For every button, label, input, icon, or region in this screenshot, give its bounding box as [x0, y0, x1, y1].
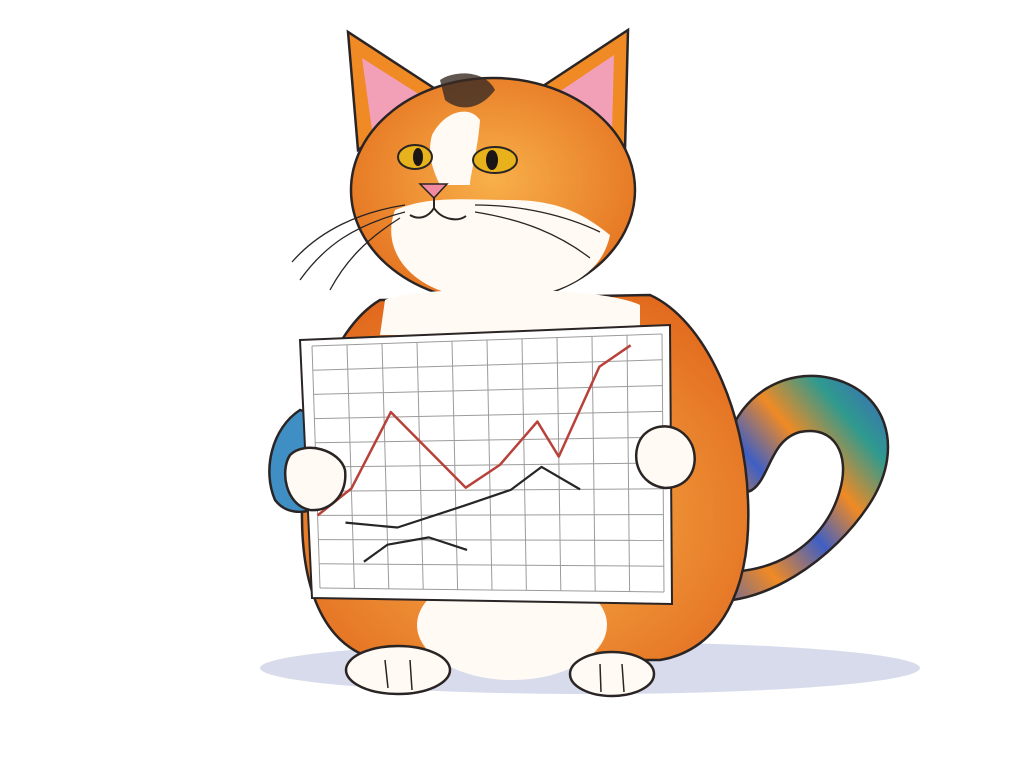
series-line-1 — [316, 344, 632, 517]
grid-line-horizontal — [316, 488, 664, 492]
grid-line-horizontal — [319, 587, 665, 593]
cat-front-paw-right — [634, 425, 696, 490]
series-line-3 — [363, 536, 468, 563]
chart-plot-area — [316, 344, 632, 563]
cat-ear-right-inner — [556, 55, 614, 130]
grid-line-horizontal — [315, 462, 664, 468]
cat-mouth — [409, 198, 467, 221]
cat-front-paw-left — [283, 446, 347, 512]
cat-pupil-right — [486, 150, 498, 170]
grid-line-vertical — [556, 337, 562, 591]
paper-sheet — [298, 323, 674, 606]
cat-back-paw-left — [344, 644, 452, 696]
cat-ear-left-inner — [362, 58, 425, 130]
grid-line-vertical — [591, 336, 596, 592]
series-line-2 — [345, 465, 581, 529]
cat-forehead-blaze — [430, 111, 480, 185]
grid-line-vertical — [521, 338, 527, 591]
chart-paper — [298, 323, 674, 606]
cat-whiskers — [291, 204, 601, 291]
cat-nose — [418, 183, 449, 200]
grid-line-horizontal — [317, 514, 664, 516]
chart-grid — [311, 333, 665, 593]
toe-lines — [384, 659, 625, 693]
cat-pupil-left — [413, 148, 423, 166]
cat-muzzle — [391, 199, 610, 300]
grid-line-horizontal — [319, 563, 664, 567]
grid-line-vertical — [626, 335, 631, 592]
cat-head-dark-patch — [440, 73, 495, 108]
grid-line-horizontal — [318, 539, 664, 541]
cat-back-paw-right — [568, 650, 656, 698]
cat-chest — [380, 289, 640, 335]
